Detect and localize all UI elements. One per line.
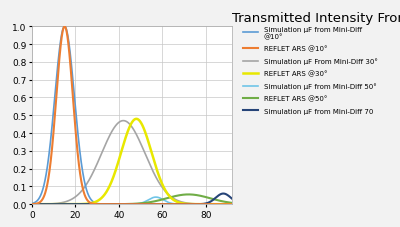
REFLET ARS @30° <box>30 203 34 206</box>
Line: Simulation μF From Mini-Diff 30°: Simulation μF From Mini-Diff 30° <box>32 121 232 204</box>
Simulation μF from Mini-Diff 70 <box>115 203 120 206</box>
Line: REFLET ARS @30°: REFLET ARS @30° <box>32 119 232 204</box>
Simulation μF From Mini-Diff 30° <box>115 123 120 126</box>
Simulation μF from Mini-Diff 50° <box>64 203 69 206</box>
Simulation μF from Mini-Diff 50° <box>154 196 158 199</box>
REFLET ARS @30° <box>64 203 69 206</box>
Simulation μF from Mini-Diff 50° <box>230 203 234 206</box>
REFLET ARS @30° <box>226 203 230 206</box>
REFLET ARS @10° <box>204 203 209 206</box>
Simulation μF from Mini-Diff 50° <box>115 203 120 206</box>
Simulation μF from Mini-Diff 50° <box>204 203 209 206</box>
Simulation μF From Mini-Diff 30° <box>121 120 126 122</box>
Simulation μF from Mini-Diff 50° <box>106 203 111 206</box>
Simulation μF from Mini-Diff
@10° <box>62 26 67 29</box>
Simulation μF from Mini-Diff
@10° <box>52 96 57 99</box>
Line: Simulation μF from Mini-Diff
@10°: Simulation μF from Mini-Diff @10° <box>32 27 232 204</box>
Line: Simulation μF from Mini-Diff 50°: Simulation μF from Mini-Diff 50° <box>32 197 232 204</box>
Simulation μF from Mini-Diff 70 <box>52 203 57 206</box>
REFLET ARS @10° <box>62 26 67 29</box>
REFLET ARS @10° <box>106 203 111 206</box>
REFLET ARS @10° <box>115 203 120 206</box>
Simulation μF from Mini-Diff
@10° <box>115 203 120 206</box>
Simulation μF from Mini-Diff 50° <box>52 203 57 206</box>
REFLET ARS @50° <box>226 201 230 204</box>
Simulation μF from Mini-Diff
@10° <box>204 203 209 206</box>
REFLET ARS @30° <box>115 164 120 167</box>
Simulation μF From Mini-Diff 30° <box>204 203 209 206</box>
REFLET ARS @30° <box>106 187 111 189</box>
Line: Simulation μF from Mini-Diff 70: Simulation μF from Mini-Diff 70 <box>32 194 232 204</box>
Line: REFLET ARS @50°: REFLET ARS @50° <box>32 195 232 204</box>
REFLET ARS @50° <box>204 196 209 199</box>
Simulation μF from Mini-Diff 70 <box>230 197 234 200</box>
Simulation μF from Mini-Diff 70 <box>226 194 230 197</box>
Simulation μF from Mini-Diff 70 <box>64 203 69 206</box>
REFLET ARS @30° <box>204 203 209 206</box>
Simulation μF from Mini-Diff
@10° <box>106 203 111 206</box>
REFLET ARS @30° <box>52 203 57 206</box>
REFLET ARS @10° <box>64 32 69 35</box>
Title: Transmitted Intensity Front: Transmitted Intensity Front <box>232 12 400 25</box>
Simulation μF from Mini-Diff
@10° <box>30 202 34 205</box>
Simulation μF from Mini-Diff 70 <box>221 192 226 195</box>
Simulation μF from Mini-Diff 70 <box>30 203 34 206</box>
REFLET ARS @50° <box>186 193 191 196</box>
REFLET ARS @10° <box>52 115 57 118</box>
Simulation μF from Mini-Diff 50° <box>30 203 34 206</box>
REFLET ARS @50° <box>30 203 34 206</box>
REFLET ARS @10° <box>226 203 230 206</box>
Simulation μF From Mini-Diff 30° <box>226 203 230 206</box>
REFLET ARS @50° <box>52 203 57 206</box>
Simulation μF From Mini-Diff 30° <box>30 203 34 206</box>
REFLET ARS @10° <box>230 203 234 206</box>
Simulation μF From Mini-Diff 30° <box>230 203 234 206</box>
Simulation μF from Mini-Diff
@10° <box>226 203 230 206</box>
Simulation μF from Mini-Diff 70 <box>106 203 111 206</box>
Line: REFLET ARS @10°: REFLET ARS @10° <box>32 27 232 204</box>
Simulation μF From Mini-Diff 30° <box>64 200 69 203</box>
REFLET ARS @50° <box>115 203 120 206</box>
Simulation μF from Mini-Diff 70 <box>204 202 209 205</box>
Legend: Simulation μF from Mini-Diff
@10°, REFLET ARS @10°, Simulation μF From Mini-Diff: Simulation μF from Mini-Diff @10°, REFLE… <box>240 24 380 117</box>
Simulation μF from Mini-Diff
@10° <box>64 30 69 33</box>
Simulation μF From Mini-Diff 30° <box>52 202 57 205</box>
REFLET ARS @50° <box>64 203 69 206</box>
REFLET ARS @10° <box>30 203 34 206</box>
REFLET ARS @50° <box>230 202 234 204</box>
REFLET ARS @30° <box>134 118 139 121</box>
REFLET ARS @50° <box>106 203 111 206</box>
Simulation μF From Mini-Diff 30° <box>106 137 111 139</box>
REFLET ARS @30° <box>230 203 234 206</box>
Simulation μF from Mini-Diff
@10° <box>230 203 234 206</box>
Simulation μF from Mini-Diff 50° <box>226 203 230 206</box>
